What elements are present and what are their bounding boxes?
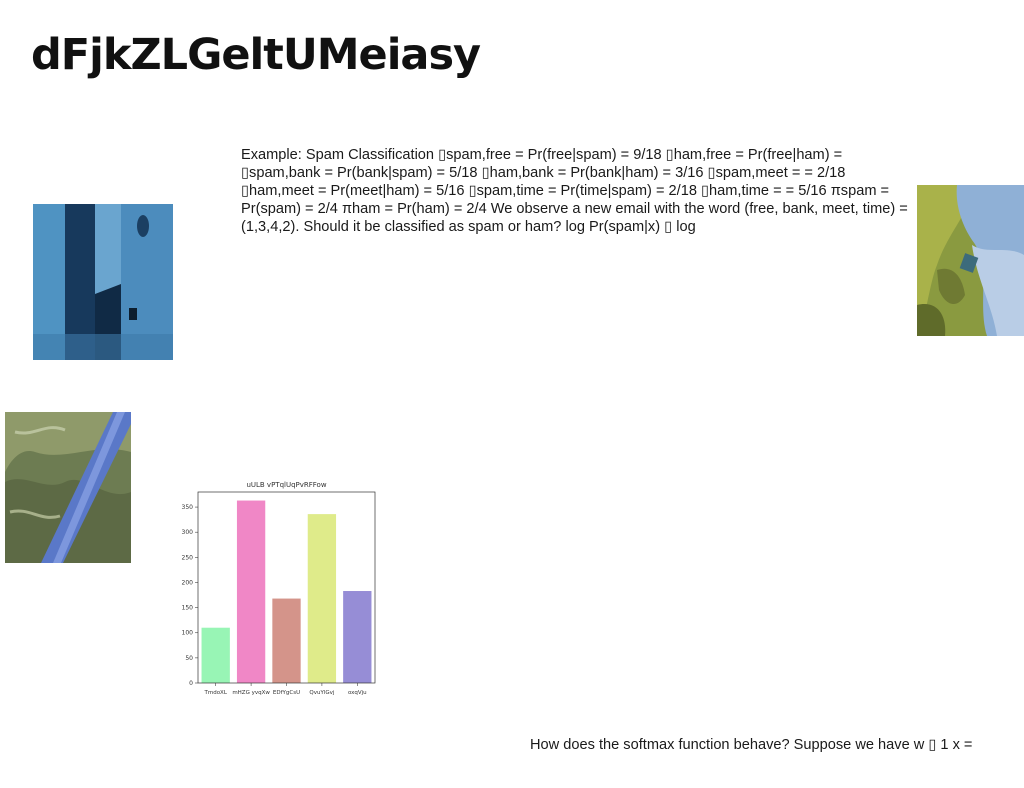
- plot-frame: [197, 491, 376, 684]
- x-tick-label: EDfYgCsU: [273, 690, 300, 696]
- y-tick-label: 100: [182, 630, 194, 637]
- footer-question: How does the softmax function behave? Su…: [530, 737, 973, 753]
- x-tick-label: TmdoXL: [203, 690, 227, 696]
- y-tick-label: 0: [189, 680, 193, 687]
- chart-title: uULB vPTqlUqPvRFFow: [246, 481, 326, 489]
- blue-wall-photo: [33, 204, 173, 360]
- bar-edfygcsu: [272, 598, 301, 683]
- bar-tmdoxl: [201, 627, 230, 683]
- x-tick-label: QvuYlGvj: [309, 690, 334, 696]
- body-paragraph: Example: Spam Classification ▯spam,free …: [241, 147, 908, 235]
- y-tick-label: 150: [182, 605, 194, 612]
- slide-title: dFjkZLGeltUMeiasy: [31, 30, 481, 80]
- bar-oxqvju: [343, 591, 372, 683]
- x-tick-label: oxqVju: [348, 690, 367, 696]
- bar-chart: uULB vPTqlUqPvRFFow 0 50 100 150 200 250 300 350…: [182, 481, 376, 696]
- x-tick-label: mHZG yvqXw: [232, 690, 270, 696]
- y-tick-label: 200: [182, 579, 194, 586]
- aerial-landscape-photo: [917, 185, 1024, 336]
- y-tick-label: 50: [185, 655, 193, 662]
- y-tick-label: 250: [182, 554, 194, 561]
- bar-qvuylgvj: [307, 514, 337, 683]
- y-tick-label: 300: [182, 529, 194, 536]
- y-tick-label: 350: [182, 504, 194, 511]
- bar-mhzg-yvqxw: [236, 500, 266, 683]
- blue-pipe-water-photo: [5, 412, 131, 563]
